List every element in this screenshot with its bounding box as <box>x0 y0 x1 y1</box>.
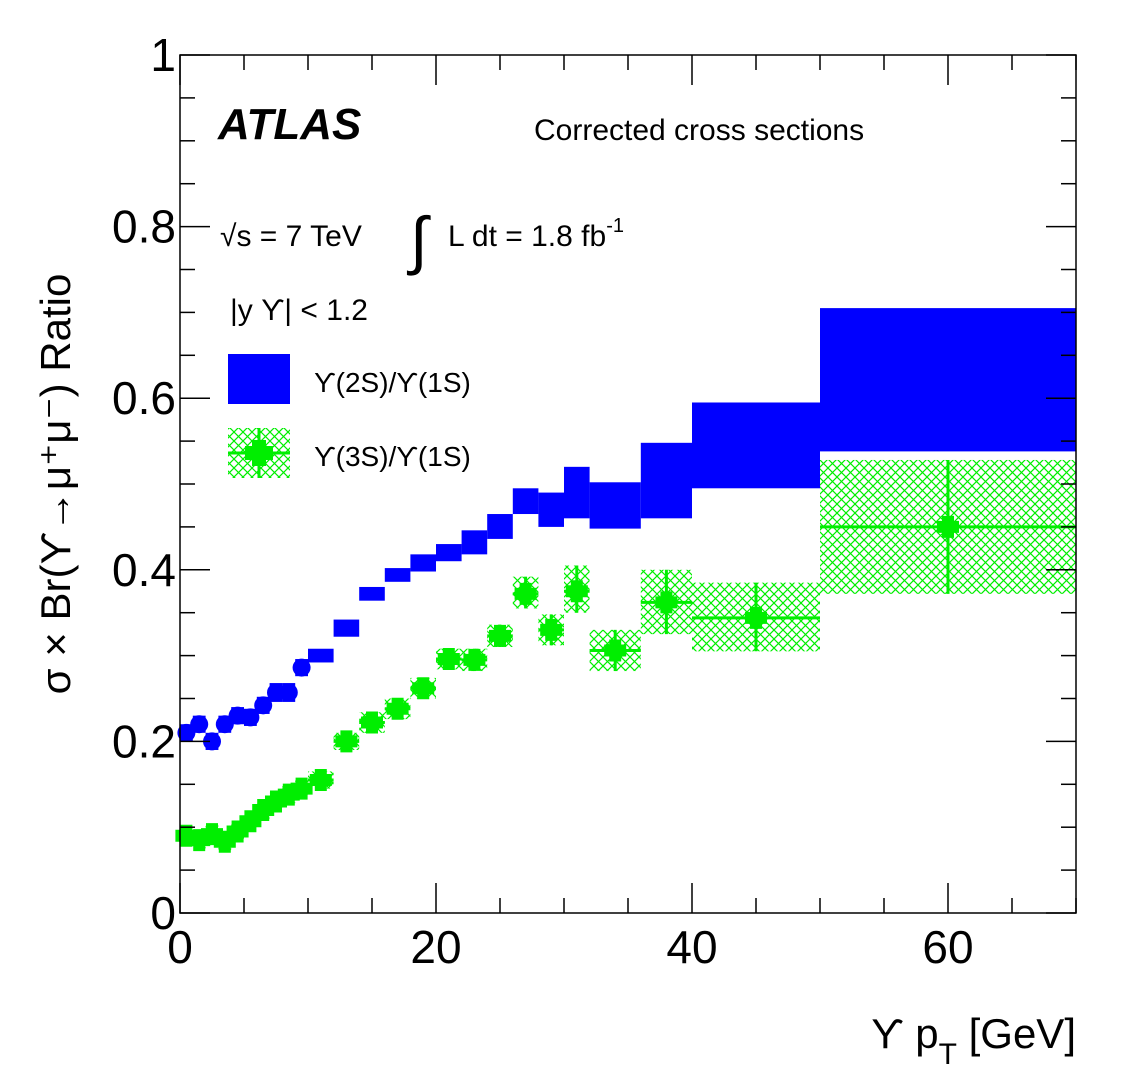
data-point-3s <box>745 606 767 629</box>
data-point-3s <box>565 580 588 603</box>
data-point-3s <box>540 618 563 641</box>
y-axis-title: σ × Br(ϒ→μ⁺μ⁻) Ratio <box>32 274 79 695</box>
x-tick-label: 0 <box>167 921 193 973</box>
energy-label: √s = 7 TeV <box>220 220 362 253</box>
data-point-2s <box>267 683 285 702</box>
x-tick-label: 40 <box>666 921 717 973</box>
data-point-2s <box>203 732 221 751</box>
data-point-3s <box>361 711 383 734</box>
data-point-3s <box>386 697 409 720</box>
data-point-2s <box>279 683 298 702</box>
y-tick-label: 0.8 <box>112 201 176 253</box>
data-point-3s <box>437 648 460 671</box>
x-tick-label: 60 <box>922 921 973 973</box>
x-tick-label: 20 <box>410 921 461 973</box>
data-box-2s <box>512 488 539 515</box>
data-box-2s <box>564 466 590 519</box>
data-point-2s <box>215 715 234 734</box>
data-box-2s <box>692 402 820 489</box>
y-tick-label: 1 <box>150 29 176 81</box>
data-point-3s <box>463 648 486 671</box>
rapidity-label: |y ϒ| < 1.2 <box>230 294 368 327</box>
y-tick-label: 0.6 <box>112 372 176 424</box>
lumi-text: L dt = 1.8 fb <box>448 220 606 253</box>
data-point-3s <box>412 677 435 700</box>
data-point-2s <box>177 723 196 742</box>
data-point-3s <box>937 515 959 538</box>
data-point-3s <box>489 624 511 647</box>
data-box-2s <box>359 586 385 601</box>
data-point-2s <box>292 658 311 677</box>
y-tick-label: 0.4 <box>112 544 176 596</box>
y-tick-label: 0 <box>150 887 176 939</box>
data-box-2s <box>487 514 513 539</box>
data-box-2s <box>589 482 641 529</box>
data-point-3s <box>655 591 678 614</box>
data-box-2s <box>436 544 462 562</box>
integral-sign: ∫ <box>406 204 431 276</box>
series-2s-1s <box>177 308 1076 751</box>
data-point-2s <box>241 708 260 727</box>
axis-tick-labels: 0 20 40 60 0 0.2 0.4 0.6 0.8 1 <box>112 29 974 973</box>
data-box-2s <box>820 308 1076 452</box>
x-axis-title-main: ϒ p <box>871 1010 938 1057</box>
data-box-2s <box>640 442 692 519</box>
legend-label-2s: ϒ(2S)/ϒ(1S) <box>314 367 471 398</box>
lumi-label: L dt = 1.8 fb-1 <box>448 215 624 253</box>
atlas-label: ATLAS <box>217 100 361 149</box>
data-point-2s <box>254 696 273 715</box>
lumi-exponent: -1 <box>606 215 624 237</box>
data-point-2s <box>190 715 209 734</box>
legend-swatch-2s <box>228 354 290 404</box>
y-tick-label: 0.2 <box>112 715 176 767</box>
data-point-3s <box>309 769 332 792</box>
data-box-2s <box>333 619 360 637</box>
x-axis-title: ϒ pT [GeV] <box>871 1010 1076 1071</box>
legend-label-3s: ϒ(3S)/ϒ(1S) <box>314 441 471 472</box>
data-point-3s <box>290 777 313 800</box>
caption-label: Corrected cross sections <box>534 114 864 147</box>
legend: ϒ(2S)/ϒ(1S) ϒ(3S)/ϒ(1S) <box>228 354 471 478</box>
data-box-2s <box>308 648 334 663</box>
x-axis-title-sub: T <box>939 1038 957 1071</box>
series-3s-1s <box>175 459 1076 853</box>
axis-ticks <box>179 54 1077 914</box>
data-box-2s <box>410 554 436 572</box>
legend-marker-3s-cross <box>245 440 273 466</box>
x-axis-title-unit: [GeV] <box>957 1010 1076 1057</box>
data-point-3s <box>604 639 627 662</box>
data-point-3s <box>514 582 537 605</box>
data-point-3s <box>335 730 358 753</box>
data-box-2s <box>461 530 488 555</box>
data-box-2s <box>384 568 411 582</box>
data-box-2s <box>538 492 564 527</box>
